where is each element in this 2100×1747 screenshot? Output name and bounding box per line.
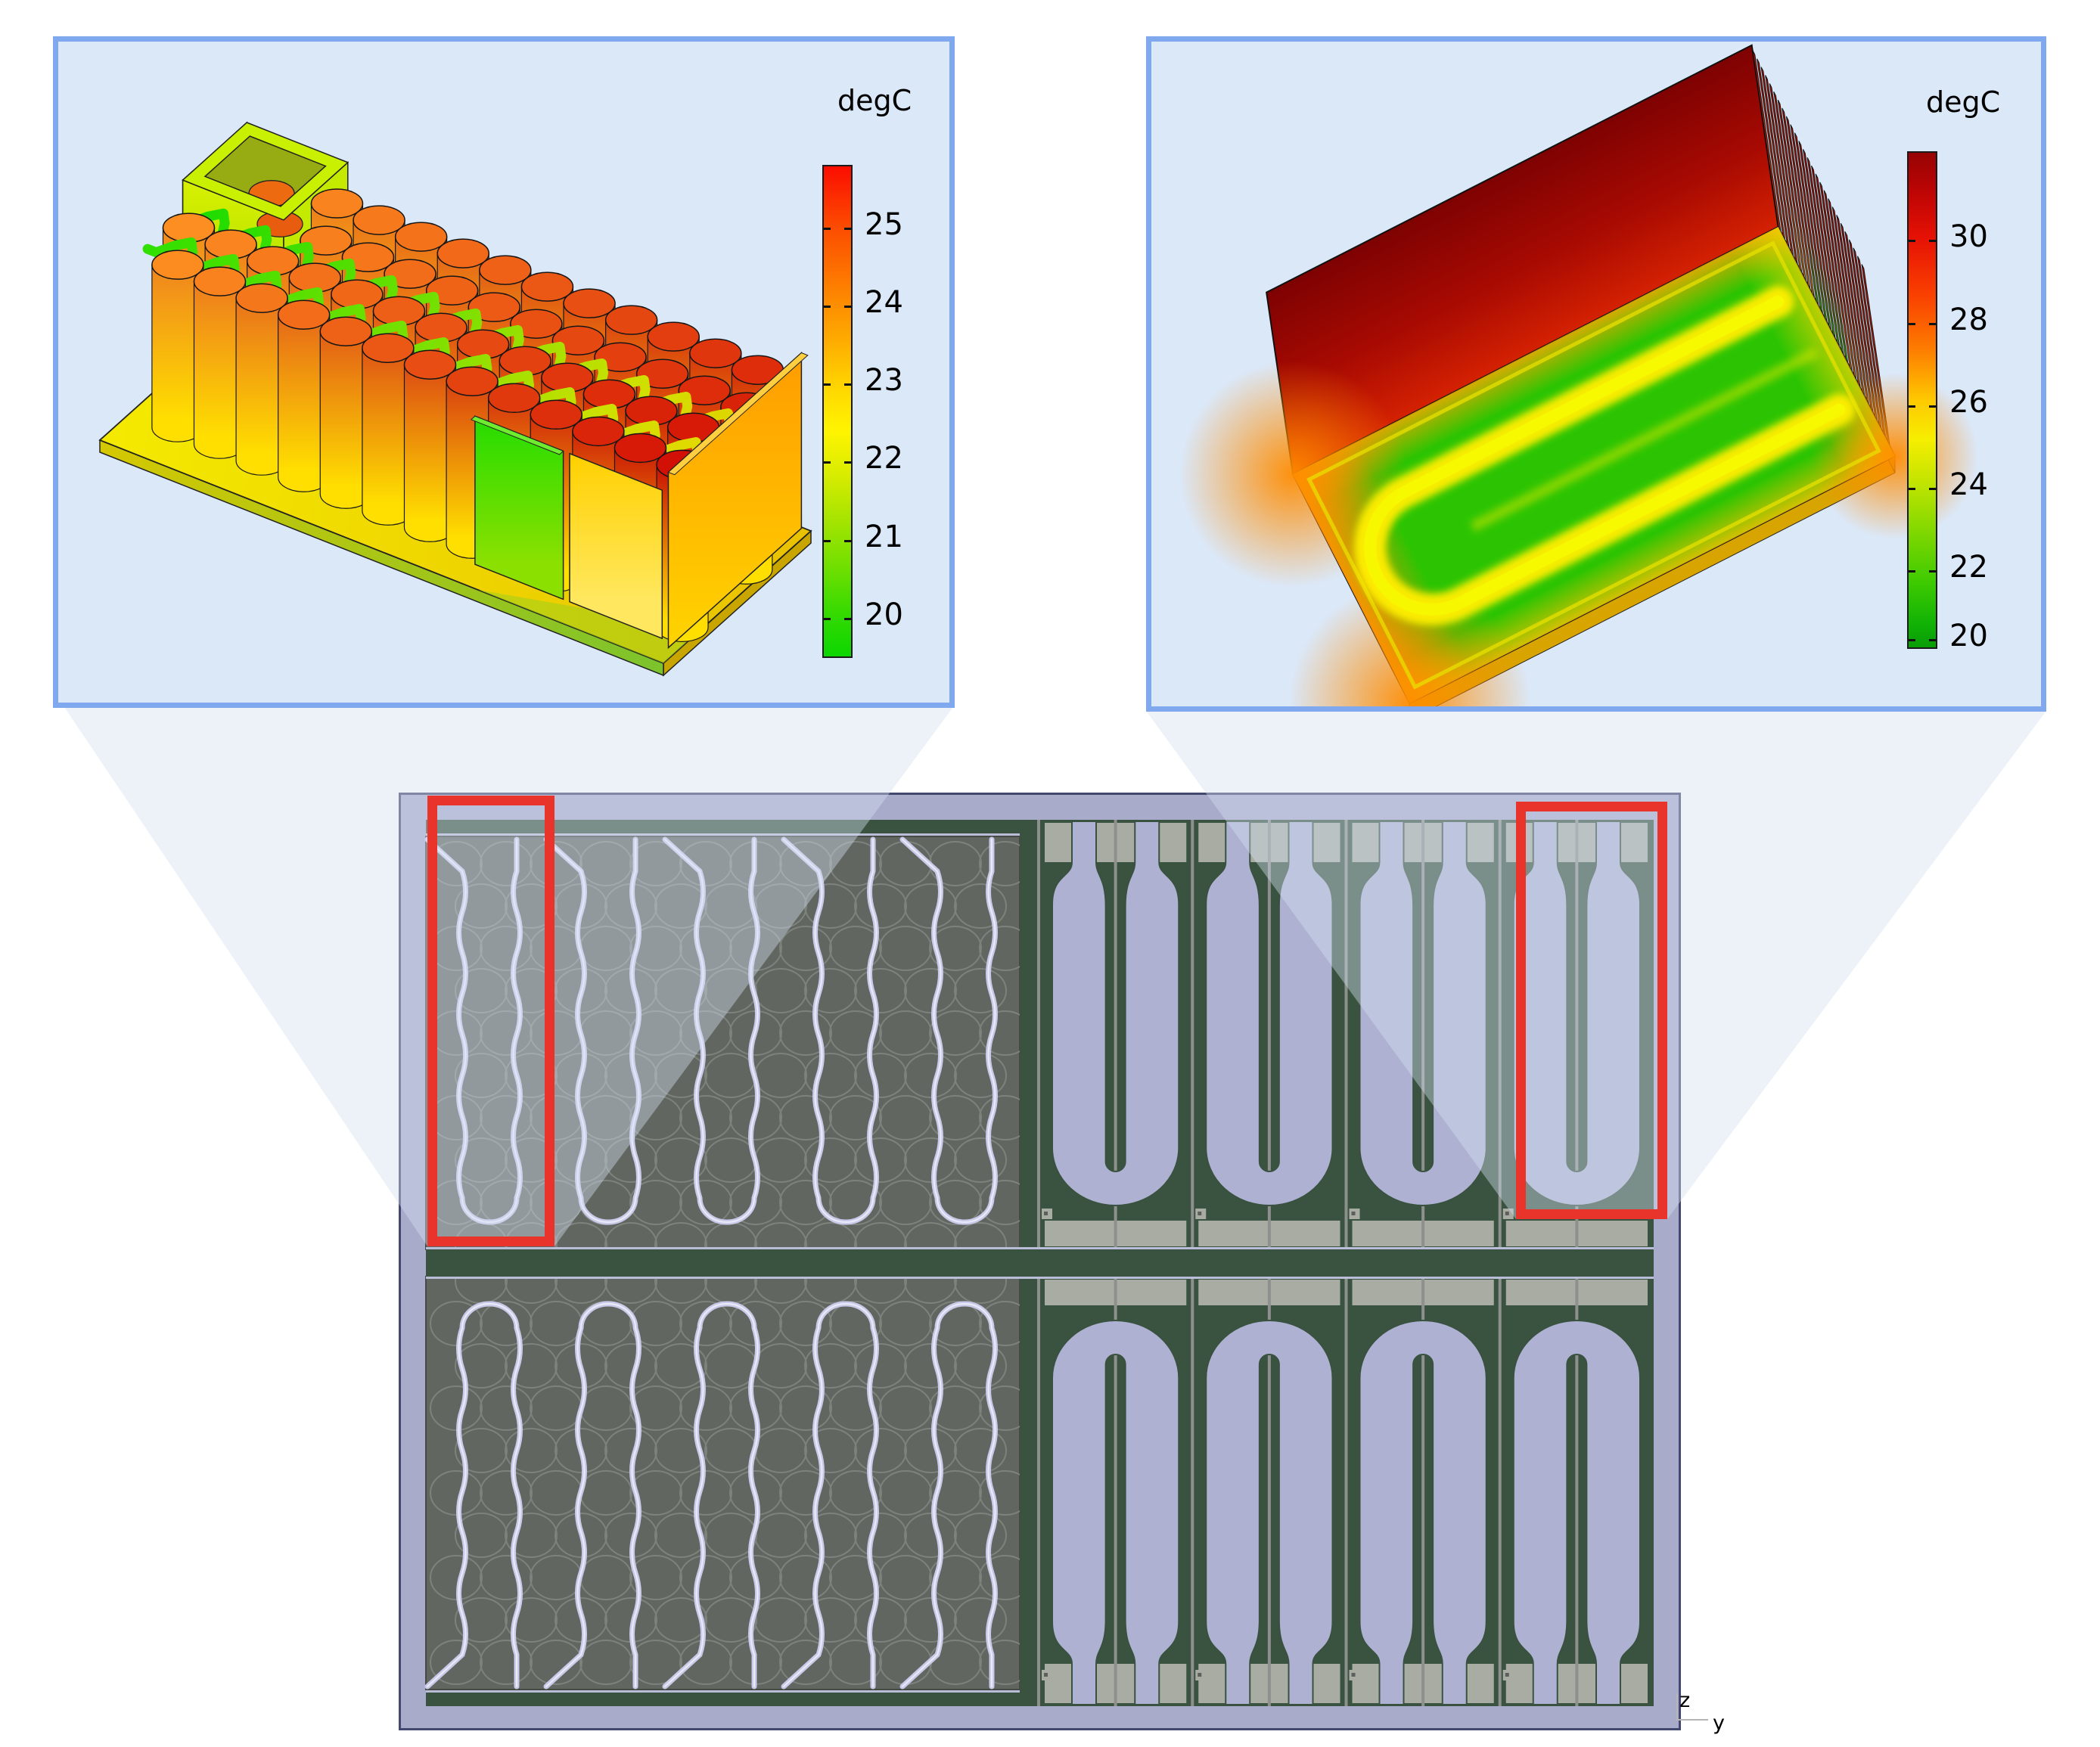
battery-module-3d-view: [98, 121, 812, 677]
colorbar-tick: [1929, 323, 1936, 325]
colorbar: [1907, 151, 1937, 649]
colorbar-tick: [824, 383, 831, 386]
cold-plate-inset: degC 30 28 26 24 22 20: [1146, 36, 2046, 712]
legend-tick-label: 21: [865, 520, 903, 554]
colorbar-tick: [1929, 405, 1936, 408]
colorbar-tick: [844, 306, 851, 308]
colorbar-tick: [1909, 488, 1915, 490]
zoom-region-left: [427, 796, 555, 1246]
colorbar-labels: 25 24 23 22 21 20: [865, 165, 948, 655]
legend-tick-label: 24: [1949, 467, 1988, 502]
colorbar-tick: [824, 461, 831, 464]
colorbar-tick: [1909, 240, 1915, 242]
colorbar-tick: [824, 306, 831, 308]
legend-tick-label: 26: [1949, 385, 1988, 420]
colorbar-tick: [824, 618, 831, 620]
battery-module-inset: degC 25 24 23 22 21 20: [53, 36, 955, 708]
axis-lines: [1676, 1693, 1708, 1721]
colorbar-tick: [1929, 488, 1936, 490]
legend-tick-label: 22: [865, 441, 903, 476]
axis-triad: z y: [1676, 1689, 1725, 1735]
legend-tick-label: 25: [865, 207, 903, 242]
legend-tick-label: 20: [865, 597, 903, 632]
colorbar-tick: [844, 618, 851, 620]
legend-tick-label: 24: [865, 285, 903, 320]
colorbar-tick: [824, 228, 831, 230]
colorbar-tick: [844, 540, 851, 542]
colorbar-tick: [844, 461, 851, 464]
colorbar-tick: [844, 228, 851, 230]
legend-tick-label: 28: [1949, 303, 1988, 337]
battery-pack-overview: [399, 793, 1681, 1730]
colorbar-tick: [1929, 639, 1936, 641]
cold-plate-3d-view: [1179, 44, 1978, 706]
colorbar-tick: [1909, 405, 1915, 408]
axis-z-label: z: [1679, 1689, 1690, 1712]
legend-tick-label: 23: [865, 363, 903, 398]
axis-y-label: y: [1713, 1711, 1725, 1735]
legend-tick-label: 20: [1949, 619, 1988, 653]
colorbar-labels: 30 28 26 24 22 20: [1949, 151, 2033, 653]
colorbar-tick: [1909, 639, 1915, 641]
colorbar-tick: [824, 540, 831, 542]
colorbar-tick: [1929, 570, 1936, 573]
colorbar-tick: [1909, 570, 1915, 573]
colorbar-tick: [844, 383, 851, 386]
colorbar: [822, 165, 853, 658]
zoom-region-right: [1516, 802, 1667, 1219]
legend-title: degC: [837, 84, 912, 117]
legend-tick-label: 22: [1949, 550, 1988, 585]
legend-tick-label: 30: [1949, 219, 1988, 254]
colorbar-tick: [1909, 323, 1915, 325]
colorbar-tick: [1929, 240, 1936, 242]
legend-title: degC: [1926, 85, 2001, 119]
